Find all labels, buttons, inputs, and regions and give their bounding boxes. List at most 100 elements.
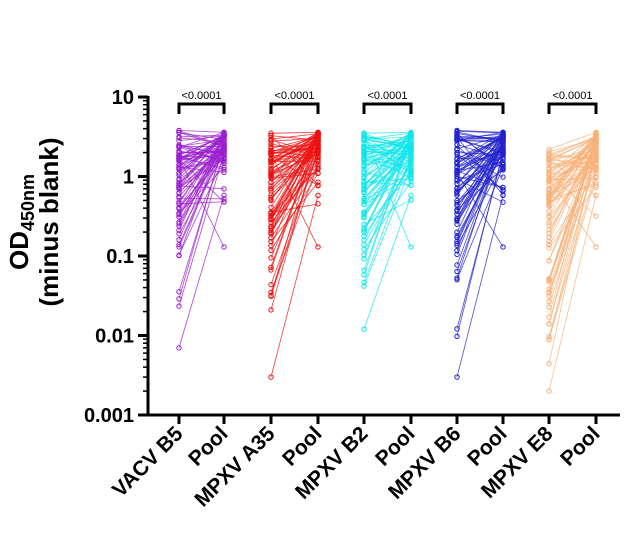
significance-label: <0.0001 [552,90,592,102]
antigen-point [546,321,552,327]
antigen-point [176,231,182,237]
pair-line [548,170,597,337]
x-tick-label: Pool [556,422,604,470]
pool-point [221,150,227,157]
antigen-point [454,189,460,195]
antigen-point [176,144,182,150]
pool-point [408,162,414,168]
pool-point [315,192,321,199]
antigen-point [176,212,182,218]
antigen-point [268,133,274,139]
antigen-point [454,200,460,206]
pair-line [178,136,225,209]
pair-line [178,144,225,245]
pool-point [593,160,599,166]
antigen-point [361,169,367,175]
pool-point [315,146,321,152]
pair-line [548,159,597,324]
antigen-point [268,216,274,223]
antigen-point [454,167,460,173]
pair-line [456,150,504,193]
antigen-point [546,202,552,208]
pool-point [593,193,599,199]
pool-point [500,199,506,205]
pair-line [363,166,412,287]
antigen-point [361,199,367,205]
pair-line [548,195,597,392]
pair-line [178,141,225,299]
antigen-point [454,135,460,142]
antigen-point [176,155,182,161]
pool-point [593,138,599,144]
pool-point [593,213,599,219]
pool-point [221,164,227,171]
pair-line [363,175,412,205]
significance-label: <0.0001 [181,90,221,102]
pair-line [548,140,597,182]
pair-line [363,139,412,154]
y-tick-label: 0.01 [95,326,134,348]
pair-line [456,138,504,184]
antigen-point [454,159,460,165]
pool-point [500,131,506,137]
pool-point [221,129,227,136]
antigen-point [268,235,274,241]
antigen-point [268,281,274,288]
antigen-point [361,155,367,161]
antigen-point [454,151,460,157]
antigen-point [546,188,552,194]
antigen-point [176,237,182,243]
pair-line [548,184,597,200]
antigen-point [361,133,367,139]
antigen-point [268,267,274,273]
pair-line [548,176,597,340]
antigen-point [176,180,182,186]
pair-line [363,148,412,214]
antigen-point [546,289,552,296]
antigen-point [454,276,460,283]
antigen-point [454,164,460,171]
antigen-point [454,242,460,249]
pool-point [408,157,414,163]
pool-point [315,129,321,136]
pool-point [593,165,599,172]
antigen-point [546,360,552,367]
antigen-point [546,293,552,299]
pool-point [408,150,414,157]
antigen-point [361,150,367,156]
antigen-point [268,148,274,154]
antigen-point [454,374,460,380]
pool-point [315,179,321,185]
pair-line [456,154,504,329]
pair-line [456,138,504,140]
pair-line [456,137,504,225]
pair-line [456,153,504,178]
antigen-point [361,195,367,201]
antigen-point [546,238,552,245]
pool-point [593,174,599,180]
antigen-point [268,209,274,216]
pair-line [363,152,412,172]
pool-point [221,192,227,199]
antigen-point [176,201,182,207]
pair-line [178,148,225,190]
paired-lines [178,129,597,392]
antigen-point [176,193,182,200]
antigen-point [546,159,552,166]
pair-line [456,148,504,171]
pool-point [315,143,321,149]
antigen-point [176,241,182,248]
pair-line [178,150,225,197]
pool-point [221,132,227,138]
antigen-point [546,226,552,233]
antigen-point [268,238,274,245]
svg-text:OD450nm: OD450nm [4,174,38,270]
pool-point [408,165,414,171]
antigen-point [361,179,367,185]
pool-point [500,134,506,140]
antigen-point [176,162,182,168]
pair-line [270,153,319,285]
antigen-point [546,286,552,292]
pair-line [363,140,412,179]
pool-point [500,161,506,167]
